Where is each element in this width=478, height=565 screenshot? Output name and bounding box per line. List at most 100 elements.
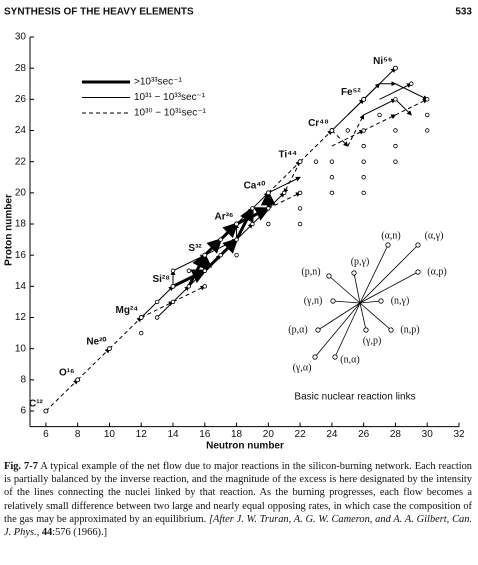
reaction-end [388,327,394,333]
reaction-label: (p,n) [301,266,320,277]
nucleus [329,190,335,196]
nucleus [393,97,398,102]
nucleus [393,128,398,133]
flow-link [77,348,111,381]
alpha-nucleus [297,159,303,165]
alpha-nucleus [234,221,240,227]
caption-label: Fig. 7-7 [4,461,38,472]
nucleus [297,190,303,196]
alpha-nucleus [75,377,81,383]
reaction-end [385,242,391,248]
x-tick-label: 22 [295,429,307,440]
flow-link [331,130,365,147]
reaction-link [359,244,389,304]
nucleus [186,284,192,289]
citation-volume: 44 [41,527,53,539]
nucleus [377,112,382,118]
nucleus-label: O¹⁶ [59,367,75,378]
flow-link [252,192,269,209]
x-tick-label: 12 [136,429,148,440]
reaction-link [359,302,392,331]
reaction-link [359,244,419,304]
x-tick-label: 16 [199,429,211,440]
nucleus-label: Ni⁵⁶ [373,56,392,67]
nucleus [393,143,398,149]
nucleus [282,190,287,196]
x-tick-label: 24 [326,429,338,440]
flow-link [379,83,413,100]
nucleus [266,221,271,227]
reaction-end [378,298,384,304]
reaction-end [315,327,321,333]
nucleus [361,159,366,164]
flow-link [141,301,174,318]
reaction-end [415,242,421,248]
citation-pages: :576 (1966).] [52,527,108,539]
flow-link [109,316,142,350]
alpha-nucleus [202,252,208,258]
alpha-nucleus [170,283,176,289]
reaction-label: (n,γ) [391,295,410,306]
chart: SYNTHESIS OF THE HEAVY ELEMENTS 533 (α,n… [4,7,473,452]
caption-text: A typical example of the net flow due to… [4,461,472,525]
nucleus [425,128,430,133]
nucleus-label: Cr⁴⁸ [308,118,329,129]
flow-link [331,130,349,147]
nucleus [361,190,366,196]
reaction-end [351,270,357,276]
x-tick-label: 18 [231,429,243,440]
flow-link [363,98,397,116]
reaction-label: (γ,n) [304,295,323,306]
nucleus-label: Fe⁵² [341,87,361,98]
y-tick-label: 6 [20,406,26,417]
citation: [After J. W. Truran, A. G. W. Cameron, a… [4,513,472,539]
legend-label: 10³⁰ − 10³¹sec⁻¹ [134,108,206,119]
nucleus [361,175,366,180]
reaction-label: (n,p) [400,324,419,335]
nucleus [409,81,414,86]
nucleus [297,221,303,227]
nucleus [345,128,350,133]
alpha-nucleus [106,346,112,352]
reaction-label: (α,n) [381,230,400,241]
nucleus [218,237,223,242]
y-tick-label: 8 [20,374,26,385]
reaction-end [330,298,336,304]
nucleus [154,299,160,305]
nucleus [170,268,176,273]
flow-link [45,379,79,412]
reaction-link [359,302,367,331]
reaction-label: (p,γ) [351,256,370,267]
x-tick-label: 20 [263,429,275,440]
nucleus [297,206,303,211]
nucleus-label: S³² [188,243,202,254]
nucleus [393,159,398,164]
alpha-nucleus [361,96,367,102]
x-tick-label: 10 [104,429,116,440]
flow-link [219,222,239,241]
nucleus [425,97,430,102]
y-tick-label: 18 [15,219,27,230]
nucleus [218,252,223,258]
legend-label: 10³¹ − 10³³sec⁻¹ [134,92,206,103]
reaction-links-diagram: (α,n) (α,γ) (p,γ) (α,p) (p,n) (γ,n) (n,γ) (p,α)… [288,230,446,402]
nucleus-label: Ca⁴⁰ [244,180,266,191]
nucleus [186,268,192,273]
flow-link [172,269,208,288]
flow-link [395,98,428,116]
nucleus [266,206,271,211]
nucleus [329,175,335,180]
reaction-link [353,272,361,304]
y-axis-label: Proton number [4,194,15,266]
flow-link [203,237,223,257]
reaction-label: (α,p) [427,266,446,277]
caption: Fig. 7-7 A typical example of the net fl… [4,460,472,539]
reaction-end [326,273,332,279]
running-title: SYNTHESIS OF THE HEAVY ELEMENTS [4,7,194,18]
legend-label: >10³³sec⁻¹ [134,77,182,88]
flow-link [347,114,365,147]
reaction-label: (n,α) [340,354,359,365]
reaction-label: (γ,α) [293,362,312,373]
flow-link [187,252,207,288]
x-tick-label: 14 [167,429,179,440]
